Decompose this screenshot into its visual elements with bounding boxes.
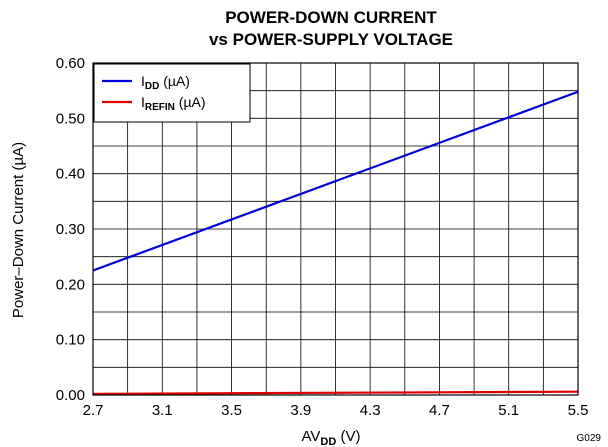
y-tick-label: 0.40 — [56, 166, 85, 183]
y-tick-label: 0.60 — [56, 55, 85, 72]
figure-id: G029 — [577, 433, 602, 444]
chart-title-line-2: vs POWER-SUPPLY VOLTAGE — [209, 30, 453, 49]
y-tick-label: 0.10 — [56, 332, 85, 349]
x-tick-label: 5.5 — [568, 402, 589, 419]
x-tick-label: 3.5 — [221, 402, 242, 419]
x-tick-labels: 2.7 3.1 3.5 3.9 4.3 4.7 5.1 5.5 — [83, 402, 589, 419]
x-tick-label: 3.1 — [152, 402, 173, 419]
y-tick-labels: 0.00 0.10 0.20 0.30 0.40 0.50 0.60 — [56, 55, 85, 404]
y-axis-label: Power–Down Current (µA) — [10, 142, 27, 318]
y-tick-label: 0.30 — [56, 221, 85, 238]
x-tick-label: 4.7 — [429, 402, 450, 419]
legend-label: IDD (µA) — [141, 73, 190, 92]
plot-area-frame — [92, 62, 579, 396]
x-axis-label: AVDD (V) — [302, 428, 361, 447]
y-tick-label: 0.20 — [56, 276, 85, 293]
x-tick-label: 3.9 — [290, 402, 311, 419]
y-tick-label: 0.50 — [56, 110, 85, 127]
x-tick-label: 2.7 — [83, 402, 104, 419]
x-tick-label: 4.3 — [360, 402, 381, 419]
series-layer — [92, 90, 579, 395]
series-line-dd — [92, 90, 579, 272]
chart-title-line-1: POWER-DOWN CURRENT — [225, 8, 437, 27]
legend: IDD (µA) IREFIN (µA) — [93, 63, 251, 123]
series-line-refin — [92, 390, 579, 395]
x-tick-label: 5.1 — [498, 402, 519, 419]
legend-box — [93, 63, 251, 123]
y-tick-label: 0.00 — [56, 387, 85, 404]
legend-label: IREFIN (µA) — [141, 94, 206, 113]
